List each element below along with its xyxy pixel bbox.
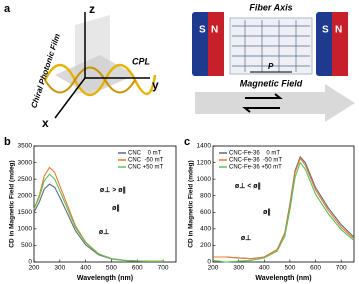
wave — [44, 66, 136, 94]
y-tick-label: 200 — [200, 242, 211, 249]
y-tick-label: 400 — [200, 226, 211, 233]
annotation: ø⊥ > ø∥ — [100, 186, 126, 194]
series-line — [33, 183, 164, 262]
axis-label: y — [152, 78, 159, 92]
annotation: ø∥ — [263, 208, 271, 216]
x-tick-label: 300 — [54, 265, 65, 272]
panel-label: b — [4, 136, 11, 148]
x-tick-label: 400 — [259, 265, 270, 272]
fibers — [232, 20, 310, 72]
film-label: Chiral Photonic Film — [29, 33, 62, 110]
magnet — [208, 12, 224, 76]
field-label: Magnetic Field — [240, 78, 303, 88]
series-line — [212, 161, 355, 263]
panel-magnet: S N S N P Fiber Axis Magnetic Field — [192, 2, 355, 122]
x-axis-label: Wavelength (nm) — [255, 275, 311, 282]
legend-label: CNC 0 mT — [128, 151, 162, 157]
y-tick-label: 2000 — [18, 192, 33, 199]
y-axis-label: CD in Magnetic Field (mdeg) — [188, 160, 195, 247]
x-tick-label: 400 — [80, 265, 91, 272]
plot-frame — [212, 145, 355, 263]
y-tick-label: 0 — [28, 259, 32, 266]
y-tick-label: 0 — [207, 259, 211, 266]
annotation: ø⊥ — [241, 234, 251, 242]
y-tick-label: 500 — [21, 242, 32, 249]
fiber-label: Fiber Axis — [249, 2, 292, 12]
y-tick-label: 800 — [200, 192, 211, 199]
axis — [54, 77, 86, 119]
panel-label: c — [184, 136, 190, 148]
annotation: ø⊥ < ø∥ — [235, 182, 261, 190]
panel-label: a — [4, 3, 11, 15]
field-arrow — [195, 84, 355, 122]
x-tick-label: 200 — [29, 265, 40, 272]
pole: N — [211, 25, 218, 36]
pitch-label: P — [268, 62, 274, 71]
y-tick-label: 3500 — [18, 143, 33, 150]
x-tick-label: 300 — [233, 265, 244, 272]
x-tick-label: 200 — [208, 265, 219, 272]
annotation: ø⊥ — [99, 228, 109, 236]
y-axis-label: CD in Magnetic Field (mdeg) — [9, 160, 16, 247]
annotation: ø∥ — [112, 204, 120, 212]
x-tick-label: 600 — [132, 265, 143, 272]
x-tick-label: 700 — [336, 265, 347, 272]
axis-label: z — [89, 2, 95, 16]
x-tick-label: 700 — [158, 265, 169, 272]
panel-a: a z y x Chiral Photonic Film CPL — [4, 2, 159, 130]
pole: N — [335, 25, 342, 36]
y-tick-label: 3000 — [18, 159, 33, 166]
y-tick-label: 2500 — [18, 176, 33, 183]
y-tick-label: 1200 — [197, 159, 212, 166]
y-tick-label: 1500 — [18, 209, 33, 216]
legend-label: CNC -50 mT — [128, 158, 164, 164]
y-tick-label: 600 — [200, 209, 211, 216]
legend-label: CNC-Fe-36 0 mT — [229, 151, 280, 157]
x-tick-label: 600 — [310, 265, 321, 272]
legend-label: CNC-Fe-36 +50 mT — [229, 165, 282, 171]
x-axis-label: Wavelength (nm) — [77, 275, 133, 282]
x-tick-label: 500 — [284, 265, 295, 272]
series-line — [33, 166, 164, 262]
pole: S — [199, 25, 206, 36]
y-tick-label: 1400 — [197, 143, 212, 150]
pole: S — [322, 25, 329, 36]
series-line — [33, 173, 164, 262]
legend-label: CNC-Fe-36 -50 mT — [229, 158, 282, 164]
switch-arrows — [242, 93, 283, 113]
series-line — [213, 157, 355, 260]
series-line — [213, 155, 355, 260]
x-tick-label: 500 — [106, 265, 117, 272]
y-tick-label: 1000 — [18, 226, 33, 233]
legend-label: CNC +50 mT — [128, 165, 164, 171]
plot-frame — [33, 145, 177, 263]
y-tick-label: 1000 — [197, 176, 212, 183]
axis-label: x — [42, 116, 49, 130]
magnet — [332, 12, 348, 76]
light-label: CPL — [132, 56, 150, 66]
